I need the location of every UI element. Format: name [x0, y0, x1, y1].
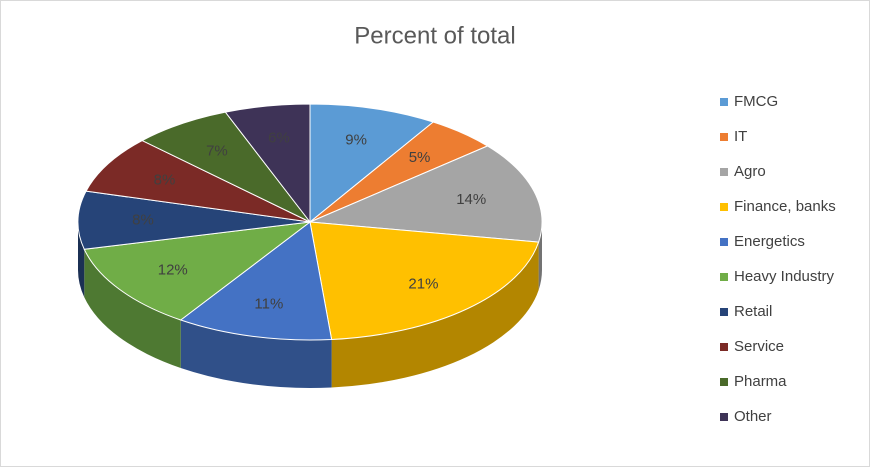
slice-label: 21%: [408, 275, 438, 292]
slice-side: [180, 319, 332, 389]
chart-title: Percent of total: [354, 22, 515, 49]
legend-swatch: [720, 308, 728, 316]
legend-swatch: [720, 413, 728, 421]
legend-label: Service: [734, 338, 784, 355]
legend-label: Heavy Industry: [734, 268, 835, 285]
legend-label: Other: [734, 408, 772, 425]
slice-label: 11%: [254, 295, 283, 312]
slice-label: 7%: [206, 142, 228, 159]
legend-label: IT: [734, 128, 747, 145]
slice-side: [538, 222, 542, 291]
slice-label: 14%: [456, 191, 486, 208]
slice: [179, 221, 333, 341]
slice-label: 5%: [409, 149, 431, 166]
legend: FMCG IT Agro Finance, banks Energetics Heavy …: [720, 93, 836, 425]
slice-label: 9%: [345, 131, 367, 148]
slice: [309, 103, 435, 224]
legend-swatch: [720, 98, 728, 106]
slice: [309, 145, 543, 243]
legend-label: Pharma: [734, 373, 787, 390]
legend-swatch: [720, 203, 728, 211]
legend-label: Agro: [734, 163, 766, 180]
slice-label: 6%: [268, 129, 290, 146]
legend-swatch: [720, 343, 728, 351]
slice: [224, 103, 311, 224]
legend-label: FMCG: [734, 93, 778, 110]
legend-swatch: [720, 273, 728, 281]
pie-sides: [78, 222, 542, 389]
slice-label: 12%: [158, 261, 188, 278]
pie-labels: 9% 5% 14% 21% 11% 12% 8% 8% 7% 6%: [132, 129, 486, 312]
slice-label: 8%: [132, 212, 154, 229]
slice-side: [78, 222, 85, 298]
legend-label: Retail: [734, 303, 772, 320]
slice-side: [331, 242, 539, 388]
slice-label: 8%: [154, 171, 176, 188]
slice: [85, 139, 311, 223]
legend-swatch: [720, 238, 728, 246]
legend-swatch: [720, 168, 728, 176]
legend-label: Energetics: [734, 233, 805, 250]
legend-label: Finance, banks: [734, 198, 836, 215]
slice: [77, 190, 311, 250]
slice: [83, 221, 312, 321]
legend-swatch: [720, 378, 728, 386]
slice-side: [84, 249, 181, 368]
slice: [309, 221, 540, 341]
pie-tops: [77, 103, 543, 341]
legend-swatch: [720, 133, 728, 141]
